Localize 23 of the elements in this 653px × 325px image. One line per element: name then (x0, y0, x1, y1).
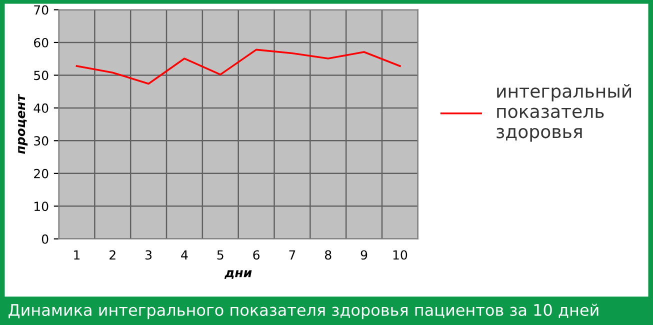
x-tick-label: 2 (110, 250, 116, 260)
y-tick-label: 70 (34, 5, 48, 15)
y-tick-label: 0 (42, 234, 48, 244)
x-axis-title: дни (224, 270, 252, 279)
x-tick-label: 1 (74, 250, 80, 260)
x-tick-label: 9 (360, 250, 368, 260)
y-axis-title: процент (18, 94, 28, 154)
y-tick-label: 60 (34, 38, 48, 48)
legend-label: интегральный показатель здоровья (496, 84, 632, 142)
y-tick-label: 40 (34, 103, 48, 113)
y-tick-label: 30 (34, 136, 48, 146)
y-tick-label: 50 (34, 70, 48, 80)
x-tick-label: 8 (325, 250, 332, 260)
x-tick-label: 4 (181, 250, 188, 260)
text: Динамика интегрального показателя здоровья пациентов за 10 дней (8, 304, 598, 320)
x-tick-label: 3 (146, 250, 152, 260)
x-tick-label: 6 (253, 250, 260, 260)
y-tick-label: 20 (34, 168, 48, 178)
x-tick-label: 5 (217, 250, 224, 260)
x-tick-label: 7 (289, 250, 296, 260)
y-tick-label: 10 (34, 202, 48, 212)
x-tick-label: 10 (393, 250, 408, 260)
line-series (76, 48, 401, 85)
